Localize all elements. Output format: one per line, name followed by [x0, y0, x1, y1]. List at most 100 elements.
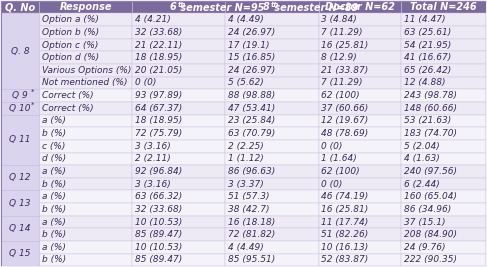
Bar — [132, 115, 225, 127]
Text: 160 (65.04): 160 (65.04) — [404, 192, 457, 201]
Bar — [132, 203, 225, 216]
Bar — [225, 216, 318, 228]
Bar — [318, 254, 401, 266]
Text: 85 (89.47): 85 (89.47) — [135, 256, 183, 265]
Bar — [132, 13, 225, 26]
Bar — [1, 152, 39, 165]
Bar — [401, 115, 486, 127]
Bar — [1, 216, 39, 241]
Bar — [132, 1, 225, 13]
Bar — [132, 216, 225, 228]
Text: 2 (2.11): 2 (2.11) — [135, 154, 171, 163]
Bar — [1, 140, 39, 152]
Bar — [1, 241, 39, 254]
Bar — [1, 127, 39, 140]
Text: 85 (95.51): 85 (95.51) — [228, 256, 276, 265]
Text: a (%): a (%) — [42, 116, 66, 125]
Bar — [39, 216, 132, 228]
Text: 46 (74.19): 46 (74.19) — [321, 192, 369, 201]
Bar — [225, 51, 318, 64]
Text: 16 (25.81): 16 (25.81) — [321, 205, 369, 214]
Text: c (%): c (%) — [42, 142, 65, 151]
Bar — [401, 152, 486, 165]
Bar — [225, 64, 318, 77]
Text: Q 10: Q 10 — [9, 104, 31, 113]
Bar — [225, 241, 318, 254]
Text: 2 (2.25): 2 (2.25) — [228, 142, 264, 151]
Bar — [225, 115, 318, 127]
Bar — [318, 178, 401, 190]
Text: 23 (25.84): 23 (25.84) — [228, 116, 276, 125]
Text: 15 (16.85): 15 (16.85) — [228, 53, 276, 62]
Text: Various Options (%): Various Options (%) — [42, 66, 131, 75]
Bar — [1, 1, 39, 13]
Bar — [401, 26, 486, 39]
Text: 24 (26.97): 24 (26.97) — [228, 66, 276, 75]
Bar — [39, 152, 132, 165]
Bar — [401, 241, 486, 254]
Text: 47 (53.41): 47 (53.41) — [228, 104, 276, 113]
Text: Q. 8: Q. 8 — [11, 47, 29, 56]
Bar — [401, 39, 486, 51]
Bar — [39, 115, 132, 127]
Bar — [1, 165, 39, 190]
Text: Q 15: Q 15 — [9, 249, 31, 258]
Text: d (%): d (%) — [42, 154, 66, 163]
Text: 17 (19.1): 17 (19.1) — [228, 41, 270, 50]
Bar — [39, 13, 132, 26]
Bar — [318, 228, 401, 241]
Bar — [225, 203, 318, 216]
Text: 54 (21.95): 54 (21.95) — [404, 41, 451, 50]
Bar — [225, 228, 318, 241]
Text: th: th — [177, 2, 186, 8]
Text: b (%): b (%) — [42, 180, 66, 189]
Bar — [1, 39, 39, 51]
Bar — [1, 77, 39, 89]
Text: 6: 6 — [169, 2, 176, 12]
Text: Doctor N=62: Doctor N=62 — [325, 2, 395, 12]
Bar — [132, 254, 225, 266]
Text: 63 (66.32): 63 (66.32) — [135, 192, 183, 201]
Text: 88 (98.88): 88 (98.88) — [228, 91, 276, 100]
Bar — [1, 190, 39, 216]
Text: 11 (17.74): 11 (17.74) — [321, 218, 369, 227]
Bar — [318, 152, 401, 165]
Bar — [401, 140, 486, 152]
Bar — [225, 102, 318, 115]
Bar — [132, 165, 225, 178]
Bar — [318, 89, 401, 102]
Bar — [225, 165, 318, 178]
Text: 11 (4.47): 11 (4.47) — [404, 15, 446, 24]
Text: 3 (3.37): 3 (3.37) — [228, 180, 264, 189]
Text: 12 (4.88): 12 (4.88) — [404, 78, 446, 88]
Bar — [225, 152, 318, 165]
Bar — [39, 77, 132, 89]
Bar — [39, 39, 132, 51]
Text: 21 (22.11): 21 (22.11) — [135, 41, 183, 50]
Bar — [1, 51, 39, 64]
Bar — [225, 39, 318, 51]
Text: 10 (16.13): 10 (16.13) — [321, 243, 369, 252]
Text: 7 (11.29): 7 (11.29) — [321, 28, 363, 37]
Text: 37 (15.1): 37 (15.1) — [404, 218, 446, 227]
Bar — [225, 254, 318, 266]
Bar — [132, 64, 225, 77]
Bar — [39, 64, 132, 77]
Bar — [401, 203, 486, 216]
Bar — [318, 115, 401, 127]
Bar — [1, 89, 39, 102]
Bar — [225, 26, 318, 39]
Text: 52 (83.87): 52 (83.87) — [321, 256, 369, 265]
Text: 51 (82.26): 51 (82.26) — [321, 230, 369, 239]
Bar — [318, 127, 401, 140]
Text: Option b (%): Option b (%) — [42, 28, 99, 37]
Text: 4 (4.49): 4 (4.49) — [228, 243, 264, 252]
Bar — [132, 89, 225, 102]
Text: 5 (5.62): 5 (5.62) — [228, 78, 264, 88]
Text: semester N=95: semester N=95 — [177, 3, 265, 13]
Text: 183 (74.70): 183 (74.70) — [404, 129, 457, 138]
Text: a (%): a (%) — [42, 243, 66, 252]
Bar — [132, 152, 225, 165]
Bar — [401, 102, 486, 115]
Bar — [318, 216, 401, 228]
